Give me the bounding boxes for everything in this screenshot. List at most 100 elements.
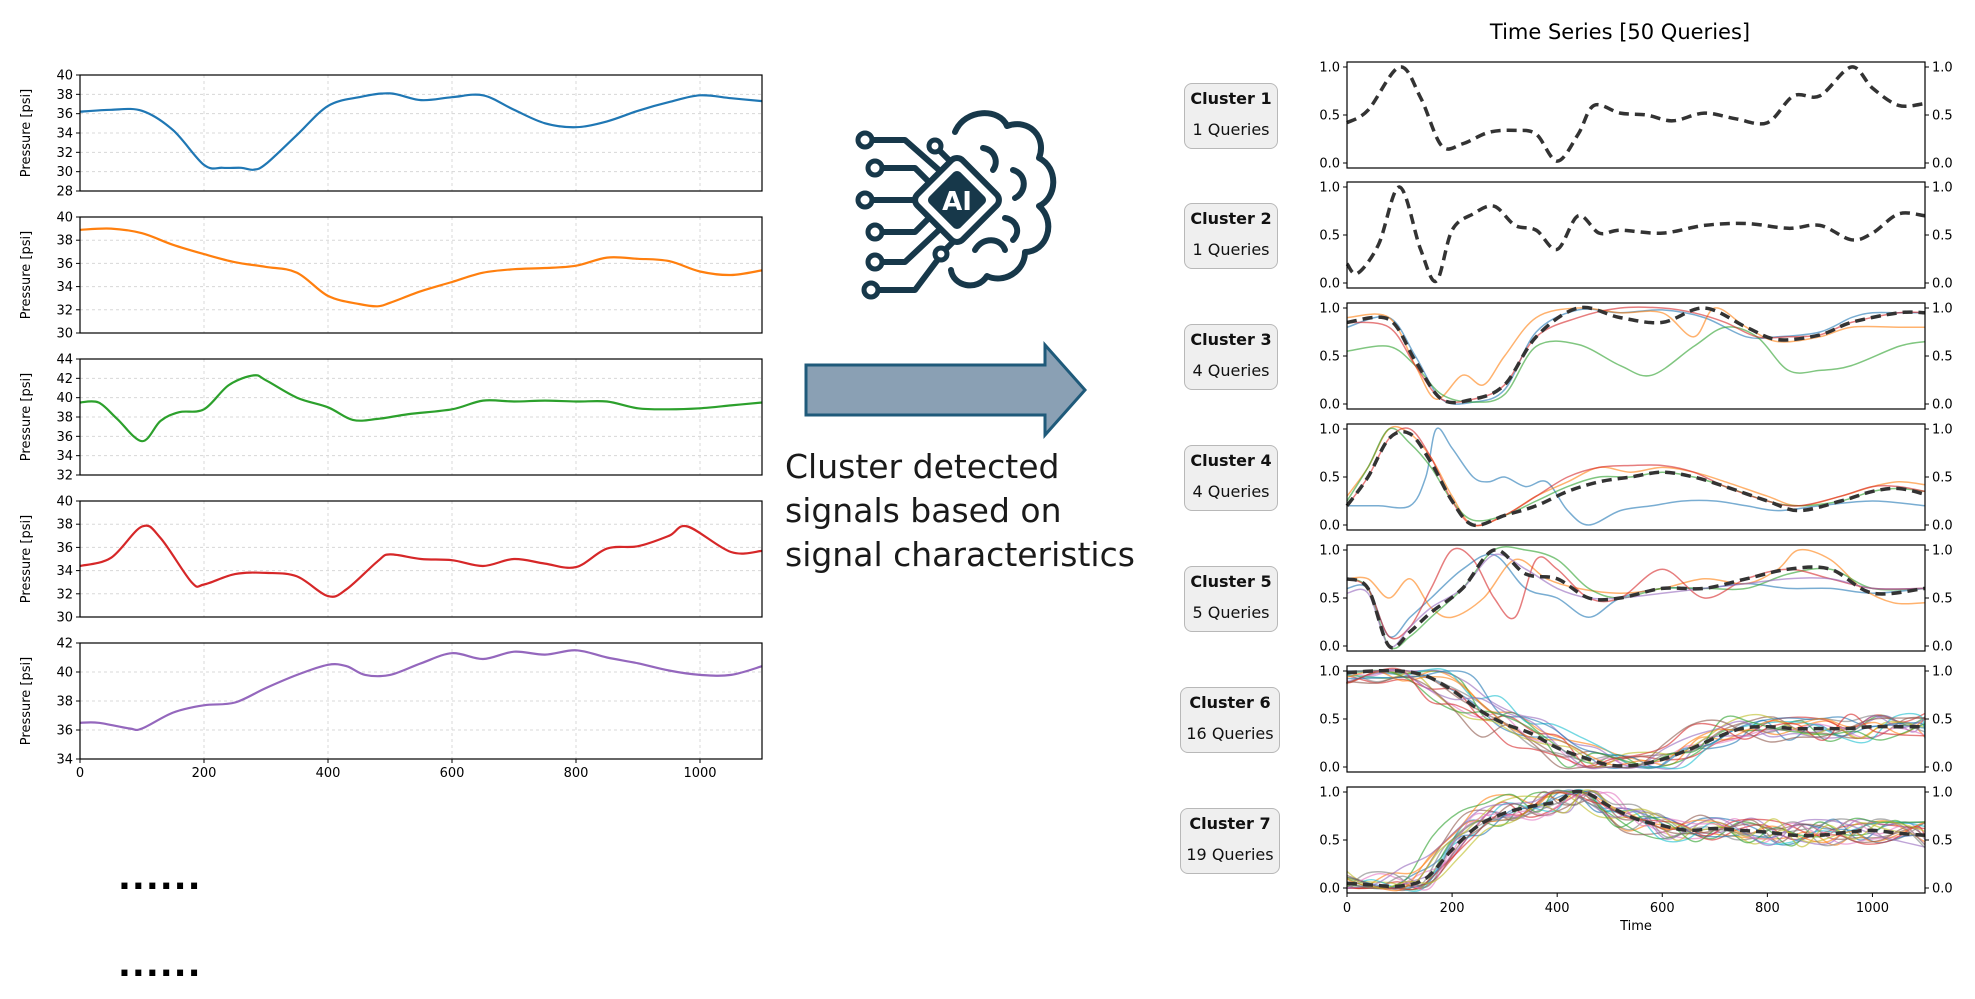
cluster-member-line — [1346, 674, 1926, 769]
cluster-chart-1: 0.0 0.0 0.5 0.5 1.0 1.0 — [1319, 61, 1952, 172]
cluster-label-box: Cluster 3 4 Queries — [1184, 324, 1278, 390]
x-tick-label: 1000 — [683, 766, 716, 781]
pressure-chart-1: 28 30 32 34 36 38 40 Pressure [psi] — [19, 69, 763, 200]
y-tick-label: 0.0 — [1932, 761, 1953, 776]
cluster-member-line — [1346, 790, 1926, 891]
y-tick-label: 0.5 — [1319, 713, 1340, 728]
y-tick-label: 36 — [56, 257, 73, 272]
cluster-member-line — [1346, 427, 1926, 522]
y-tick-label: 32 — [56, 469, 73, 484]
y-tick-label: 0.0 — [1319, 882, 1340, 897]
y-tick-label: 0.0 — [1932, 640, 1953, 655]
cluster-label-box: Cluster 7 19 Queries — [1180, 808, 1280, 874]
y-axis-label: Pressure [psi] — [19, 657, 34, 745]
y-tick-label: 40 — [56, 69, 73, 84]
y-tick-label: 38 — [56, 518, 73, 533]
cluster-mean-line — [1346, 65, 1926, 163]
cluster-member-line — [1346, 670, 1926, 766]
y-tick-label: 1.0 — [1319, 61, 1340, 76]
y-tick-label: 1.0 — [1932, 423, 1953, 438]
y-tick-label: 0.5 — [1319, 471, 1340, 486]
y-tick-label: 40 — [56, 666, 73, 681]
y-tick-label: 38 — [56, 695, 73, 710]
cluster-chart-6: 0.0 0.0 0.5 0.5 1.0 1.0 — [1319, 665, 1952, 776]
y-tick-label: 1.0 — [1319, 302, 1340, 317]
caption-text: Cluster detected signals based on signal… — [785, 447, 1135, 574]
cluster-mean-line — [1345, 429, 1926, 528]
y-tick-label: 0.5 — [1319, 834, 1340, 849]
y-axis-label: Pressure [psi] — [19, 373, 34, 461]
cluster-query-count: 4 Queries — [1192, 482, 1270, 501]
y-tick-label: 1.0 — [1319, 665, 1340, 680]
y-tick-label: 0.5 — [1932, 713, 1953, 728]
y-tick-label: 32 — [56, 303, 73, 318]
y-tick-label: 1.0 — [1319, 423, 1340, 438]
y-tick-label: 40 — [56, 211, 73, 226]
cluster-mean-line — [1346, 668, 1925, 768]
cluster-name: Cluster 5 — [1190, 572, 1272, 591]
pressure-series-line — [79, 227, 763, 308]
ai-logo-text: AI — [942, 187, 972, 217]
chart-title: Time Series [50 Queries] — [1489, 20, 1751, 44]
y-axis-label: Pressure [psi] — [19, 515, 34, 603]
cluster-member-line — [1346, 308, 1925, 405]
pressure-series-line — [79, 92, 763, 171]
cluster-member-line — [1346, 307, 1925, 400]
cluster-chart-3: 0.0 0.0 0.5 0.5 1.0 1.0 — [1319, 302, 1952, 413]
cluster-name: Cluster 4 — [1190, 451, 1272, 470]
y-tick-label: 40 — [56, 495, 73, 510]
x-tick-label: 200 — [192, 766, 217, 781]
cluster-mean-line — [1346, 789, 1926, 889]
cluster-chart-2: 0.0 0.0 0.5 0.5 1.0 1.0 — [1319, 181, 1952, 292]
cluster-query-count: 5 Queries — [1192, 603, 1270, 622]
y-tick-label: 36 — [56, 107, 73, 122]
cluster-chart-7: 0.0 0.0 0.5 0.5 1.0 1.0 0 200 400 600 800 1000 Time — [1319, 786, 1952, 935]
plot-frame — [79, 216, 763, 334]
cluster-mean-line — [1346, 548, 1926, 650]
cluster-member-line — [1346, 427, 1926, 527]
cluster-member-line — [1346, 548, 1926, 619]
y-tick-label: 1.0 — [1932, 665, 1953, 680]
y-tick-label: 0.0 — [1319, 277, 1340, 292]
plot-frame — [1346, 544, 1926, 652]
cluster-member-line — [1346, 670, 1926, 766]
y-tick-label: 44 — [56, 353, 73, 368]
y-tick-label: 0.0 — [1319, 761, 1340, 776]
cluster-label-box: Cluster 5 5 Queries — [1184, 566, 1278, 632]
y-axis-label: Pressure [psi] — [19, 89, 34, 177]
cluster-member-line — [1347, 791, 1926, 891]
y-tick-label: 0.5 — [1932, 350, 1953, 365]
cluster-member-line — [1347, 669, 1926, 770]
pressure-series-line — [79, 524, 763, 598]
cluster-chart-5: 0.0 0.0 0.5 0.5 1.0 1.0 — [1319, 544, 1952, 655]
pressure-chart-3: 32 34 36 38 40 42 44 Pressure [psi] — [19, 353, 763, 484]
cluster-member-line — [1346, 790, 1926, 889]
y-tick-label: 0.5 — [1932, 834, 1953, 849]
y-tick-label: 0.5 — [1319, 229, 1340, 244]
y-axis-label: Pressure [psi] — [19, 231, 34, 319]
y-tick-label: 32 — [56, 587, 73, 602]
cluster-name: Cluster 6 — [1189, 693, 1271, 712]
y-tick-label: 0.5 — [1319, 350, 1340, 365]
y-tick-label: 40 — [56, 391, 73, 406]
y-tick-label: 30 — [56, 165, 73, 180]
y-tick-label: 38 — [56, 411, 73, 426]
y-tick-label: 0.0 — [1932, 277, 1953, 292]
cluster-name: Cluster 7 — [1189, 814, 1271, 833]
y-tick-label: 0.0 — [1319, 519, 1340, 534]
pressure-chart-5: 34 36 38 40 42 Pressure [psi] 0 200 400 600 800 100… — [19, 637, 763, 781]
cluster-name: Cluster 2 — [1190, 209, 1272, 228]
cluster-query-count: 16 Queries — [1186, 724, 1274, 743]
x-tick-label: 0 — [1343, 901, 1351, 916]
x-tick-label: 600 — [440, 766, 465, 781]
pressure-chart-4: 30 32 34 36 38 40 Pressure [psi] — [19, 495, 763, 626]
x-tick-label: 400 — [1545, 901, 1570, 916]
y-tick-label: 30 — [56, 327, 73, 342]
ellipsis-dots: ...... — [118, 945, 202, 985]
cluster-member-line — [1346, 668, 1926, 770]
cluster-member-line — [1346, 791, 1926, 889]
x-tick-label: 0 — [76, 766, 84, 781]
pressure-chart-2: 30 32 34 36 38 40 Pressure [psi] — [19, 211, 763, 342]
y-tick-label: 1.0 — [1932, 61, 1953, 76]
cluster-label-box: Cluster 2 1 Queries — [1184, 203, 1278, 269]
